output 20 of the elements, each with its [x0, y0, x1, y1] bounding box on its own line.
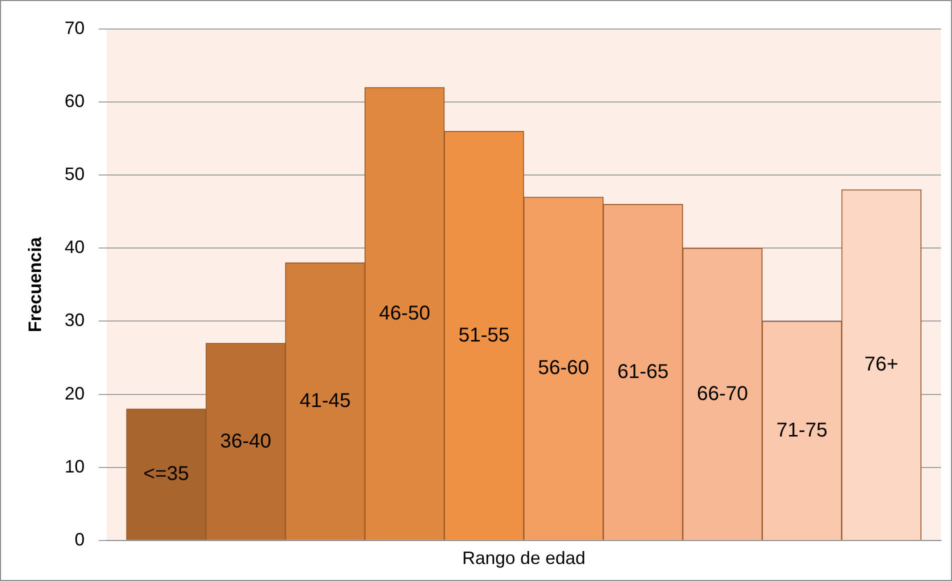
- x-tick-label: 61-65: [617, 360, 669, 383]
- y-tick-label: 40: [64, 237, 85, 258]
- y-tick-label: 20: [64, 383, 85, 404]
- y-tick-label: 50: [64, 164, 85, 184]
- y-tick-label: 30: [64, 310, 85, 330]
- x-tick-label: 71-75: [776, 419, 828, 442]
- x-axis-title: Rango de edad: [462, 548, 586, 568]
- y-tick-label: 10: [64, 456, 85, 476]
- x-tick-label: 41-45: [300, 390, 351, 412]
- x-tick-label: 36-40: [220, 430, 272, 452]
- y-tick-label: 70: [64, 18, 85, 38]
- x-tick-label: <=35: [143, 463, 190, 486]
- x-tick-label: 56-60: [538, 357, 590, 380]
- x-tick-label: 46-50: [379, 302, 430, 324]
- x-tick-label: 51-55: [458, 324, 510, 346]
- y-tick-label: 60: [64, 91, 85, 112]
- y-tick-label: 0: [74, 529, 85, 550]
- y-axis-title: Frecuencia: [24, 236, 45, 332]
- x-tick-label: 66-70: [696, 382, 748, 405]
- x-tick-label: 76+: [864, 354, 898, 376]
